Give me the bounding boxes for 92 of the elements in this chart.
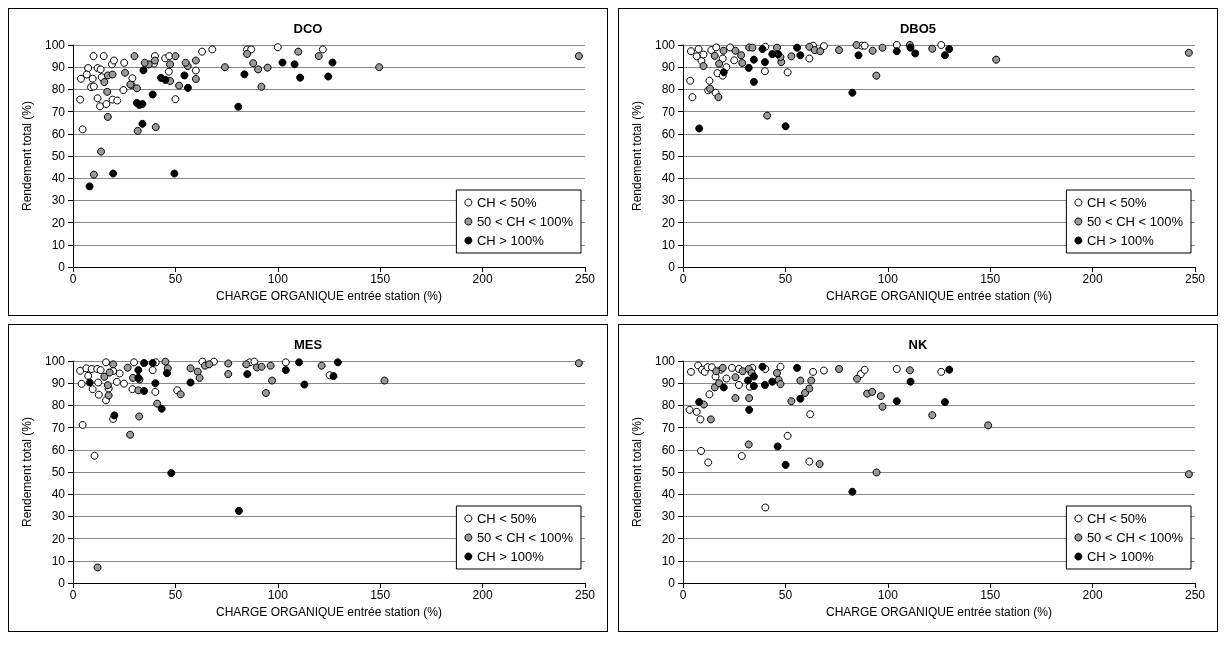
chart-title: NK xyxy=(908,337,928,352)
y-tick-label: 30 xyxy=(661,509,676,524)
x-tick-label: 100 xyxy=(267,272,289,286)
y-tick-label: 0 xyxy=(58,260,66,274)
x-tick-label: 100 xyxy=(877,272,899,286)
y-tick-label: 80 xyxy=(51,398,66,413)
y-tick-label: 90 xyxy=(661,60,676,75)
y-tick-label: 0 xyxy=(58,576,66,590)
x-tick-label: 250 xyxy=(1184,272,1206,286)
y-tick-label: 40 xyxy=(661,487,676,502)
y-tick-label: 50 xyxy=(661,149,676,163)
legend-label: CH < 50% xyxy=(476,511,537,526)
legend-label: CH < 50% xyxy=(1086,511,1147,526)
x-axis-title: CHARGE ORGANIQUE entrée station (%) xyxy=(215,604,443,619)
x-tick-label: 0 xyxy=(69,588,77,602)
x-tick-label: 150 xyxy=(980,272,1001,286)
y-tick-label: 40 xyxy=(51,487,66,502)
y-tick-label: 50 xyxy=(661,465,676,479)
x-tick-label: 150 xyxy=(370,588,391,602)
chart-title: MES xyxy=(293,337,323,352)
x-axis-title: CHARGE ORGANIQUE entrée station (%) xyxy=(825,604,1053,619)
legend-label: CH > 100% xyxy=(1086,233,1155,248)
y-tick-label: 100 xyxy=(44,38,66,52)
legend-label: 50 < CH < 100% xyxy=(476,530,574,545)
y-tick-label: 30 xyxy=(51,509,66,524)
legend-label: CH > 100% xyxy=(1086,549,1155,564)
y-tick-label: 10 xyxy=(661,237,676,252)
x-tick-label: 100 xyxy=(267,588,289,602)
chart-title: DCO xyxy=(293,21,323,36)
legend-label: 50 < CH < 100% xyxy=(476,214,574,229)
x-tick-label: 0 xyxy=(69,272,77,286)
y-tick-label: 90 xyxy=(51,376,66,391)
y-tick-label: 90 xyxy=(51,60,66,75)
y-axis-title: Rendement total (%) xyxy=(20,416,34,528)
x-tick-label: 0 xyxy=(679,588,687,602)
y-tick-label: 0 xyxy=(668,260,676,274)
x-tick-label: 100 xyxy=(877,588,899,602)
x-tick-label: 0 xyxy=(679,272,687,286)
y-tick-label: 30 xyxy=(661,193,676,208)
y-tick-label: 10 xyxy=(51,553,66,568)
legend-label: CH < 50% xyxy=(1086,195,1147,210)
chart-title: DBO5 xyxy=(899,21,937,36)
y-tick-label: 70 xyxy=(51,420,66,435)
x-axis-title: CHARGE ORGANIQUE entrée station (%) xyxy=(215,288,443,303)
y-tick-label: 100 xyxy=(654,38,676,52)
y-axis-title: Rendement total (%) xyxy=(20,100,34,212)
x-tick-label: 250 xyxy=(1184,588,1206,602)
x-tick-label: 50 xyxy=(778,588,793,602)
x-tick-label: 50 xyxy=(778,272,793,286)
y-tick-label: 20 xyxy=(661,215,676,230)
x-tick-label: 200 xyxy=(472,588,493,602)
y-tick-label: 70 xyxy=(51,104,66,119)
x-tick-label: 200 xyxy=(472,272,493,286)
x-tick-label: 50 xyxy=(168,272,183,286)
y-tick-label: 90 xyxy=(661,376,676,391)
x-tick-label: 250 xyxy=(574,272,596,286)
x-tick-label: 250 xyxy=(574,588,596,602)
y-tick-label: 0 xyxy=(668,576,676,590)
x-tick-label: 200 xyxy=(1082,588,1103,602)
y-tick-label: 100 xyxy=(44,354,66,368)
y-tick-label: 20 xyxy=(51,215,66,230)
y-tick-label: 60 xyxy=(661,442,676,457)
y-tick-label: 40 xyxy=(51,171,66,186)
y-tick-label: 80 xyxy=(661,82,676,97)
y-tick-label: 80 xyxy=(51,82,66,97)
y-tick-label: 30 xyxy=(51,193,66,208)
x-tick-label: 50 xyxy=(168,588,183,602)
y-tick-label: 100 xyxy=(654,354,676,368)
y-axis-title: Rendement total (%) xyxy=(630,100,644,212)
y-tick-label: 60 xyxy=(51,442,66,457)
x-tick-label: 150 xyxy=(370,272,391,286)
y-tick-label: 70 xyxy=(661,104,676,119)
y-tick-label: 70 xyxy=(661,420,676,435)
y-tick-label: 20 xyxy=(661,531,676,546)
y-tick-label: 10 xyxy=(661,553,676,568)
legend-label: 50 < CH < 100% xyxy=(1086,530,1184,545)
x-axis-title: CHARGE ORGANIQUE entrée station (%) xyxy=(825,288,1053,303)
y-tick-label: 60 xyxy=(51,126,66,141)
y-tick-label: 50 xyxy=(51,149,66,163)
x-tick-label: 200 xyxy=(1082,272,1103,286)
y-axis-title: Rendement total (%) xyxy=(630,416,644,528)
legend-label: CH > 100% xyxy=(476,549,545,564)
y-tick-label: 20 xyxy=(51,531,66,546)
y-tick-label: 10 xyxy=(51,237,66,252)
legend-label: CH < 50% xyxy=(476,195,537,210)
y-tick-label: 40 xyxy=(661,171,676,186)
legend-label: 50 < CH < 100% xyxy=(1086,214,1184,229)
y-tick-label: 50 xyxy=(51,465,66,479)
y-tick-label: 80 xyxy=(661,398,676,413)
x-tick-label: 150 xyxy=(980,588,1001,602)
y-tick-label: 60 xyxy=(661,126,676,141)
legend-label: CH > 100% xyxy=(476,233,545,248)
